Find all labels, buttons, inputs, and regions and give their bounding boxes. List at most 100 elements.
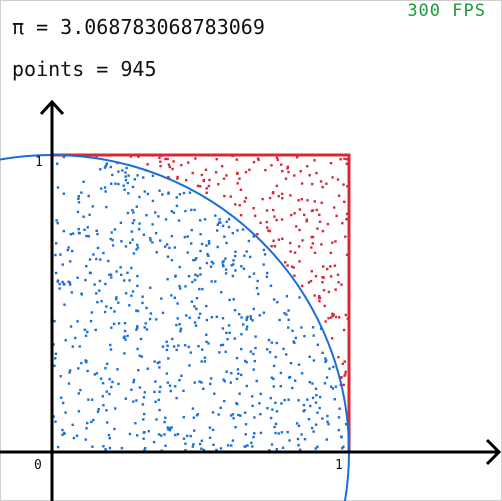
point-inside xyxy=(167,428,170,431)
point-inside xyxy=(240,373,243,377)
point-outside xyxy=(222,177,226,180)
point-inside xyxy=(220,291,223,294)
point-inside xyxy=(193,321,197,324)
point-inside xyxy=(341,447,344,450)
point-inside xyxy=(214,214,217,217)
point-inside xyxy=(209,377,213,380)
point-inside xyxy=(234,426,237,429)
point-inside xyxy=(200,439,203,442)
point-inside xyxy=(312,430,315,433)
point-inside xyxy=(309,404,312,408)
point-inside xyxy=(217,413,220,416)
point-inside xyxy=(109,343,112,347)
point-outside xyxy=(235,158,238,161)
point-outside xyxy=(333,206,336,209)
point-inside xyxy=(271,408,274,411)
point-inside xyxy=(125,166,128,170)
point-inside xyxy=(130,230,133,233)
point-inside xyxy=(77,410,81,413)
point-inside xyxy=(227,324,231,327)
point-inside xyxy=(130,294,133,297)
point-inside xyxy=(250,441,253,445)
point-inside xyxy=(136,309,140,313)
point-inside xyxy=(126,211,130,215)
point-inside xyxy=(225,241,228,245)
point-outside xyxy=(289,250,292,253)
point-inside xyxy=(59,375,62,378)
point-inside xyxy=(312,359,316,362)
point-inside xyxy=(170,235,174,238)
point-outside xyxy=(215,158,218,161)
point-inside xyxy=(232,259,235,262)
point-inside xyxy=(205,333,208,336)
point-inside xyxy=(95,292,98,295)
point-inside xyxy=(142,176,145,179)
point-inside xyxy=(243,254,246,257)
point-inside xyxy=(283,312,286,315)
point-inside xyxy=(166,278,169,281)
point-inside xyxy=(138,222,141,225)
point-inside xyxy=(288,375,292,379)
point-inside xyxy=(224,350,227,353)
point-inside xyxy=(143,391,146,394)
point-inside xyxy=(102,404,105,407)
point-inside xyxy=(76,320,79,323)
point-inside xyxy=(158,366,161,369)
point-inside xyxy=(75,434,79,437)
point-inside xyxy=(231,274,235,278)
point-inside xyxy=(270,443,274,446)
point-inside xyxy=(109,237,112,241)
point-outside xyxy=(239,188,243,191)
point-inside xyxy=(293,341,296,344)
point-inside xyxy=(139,337,143,341)
point-outside xyxy=(311,242,314,245)
points-count-readout: points = 945 xyxy=(12,57,157,81)
point-inside xyxy=(62,229,65,233)
point-inside xyxy=(86,369,89,373)
point-outside xyxy=(158,156,161,160)
point-inside xyxy=(237,372,240,375)
point-inside xyxy=(71,345,74,348)
point-outside xyxy=(214,171,218,174)
point-inside xyxy=(69,260,72,263)
point-inside xyxy=(300,372,304,375)
point-inside xyxy=(177,344,180,347)
point-inside xyxy=(200,360,203,363)
point-inside xyxy=(132,211,135,214)
point-outside xyxy=(340,283,343,286)
point-inside xyxy=(314,423,318,426)
point-inside xyxy=(318,406,321,410)
point-inside xyxy=(141,301,144,305)
point-outside xyxy=(310,270,313,273)
point-inside xyxy=(132,219,136,222)
point-inside xyxy=(230,264,233,267)
point-inside xyxy=(146,192,150,196)
point-inside xyxy=(198,267,202,270)
point-inside xyxy=(207,254,210,257)
point-outside xyxy=(322,265,325,268)
point-inside xyxy=(84,278,87,282)
point-inside xyxy=(77,227,80,231)
point-inside xyxy=(245,361,248,364)
point-inside xyxy=(214,280,217,283)
point-inside xyxy=(85,265,88,268)
point-inside xyxy=(53,364,56,367)
point-inside xyxy=(197,345,200,348)
point-outside xyxy=(298,228,301,232)
point-inside xyxy=(132,381,135,384)
point-outside xyxy=(204,168,208,171)
point-inside xyxy=(141,295,144,298)
point-outside xyxy=(196,184,200,188)
point-inside xyxy=(253,416,256,419)
point-outside xyxy=(275,184,278,188)
point-inside xyxy=(252,307,255,311)
point-inside xyxy=(149,312,153,315)
point-inside xyxy=(67,382,71,385)
point-inside xyxy=(86,330,89,334)
point-inside xyxy=(141,403,145,406)
point-inside xyxy=(292,340,295,343)
point-inside xyxy=(131,221,134,225)
point-inside xyxy=(155,251,158,254)
point-outside xyxy=(325,182,328,185)
point-inside xyxy=(173,296,176,299)
